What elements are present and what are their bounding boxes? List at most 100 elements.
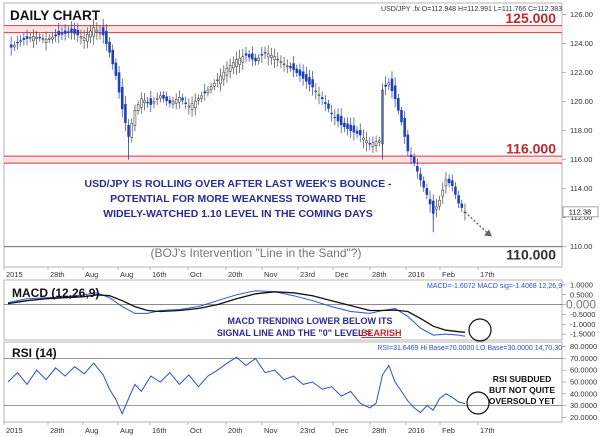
candle-body [266,53,270,58]
macd-y-tick-label: 0.5000 [570,290,593,299]
candle-body [435,206,438,210]
candle-body [282,63,286,66]
candle-body [368,143,372,145]
candle-body [454,186,457,195]
candle-body [82,37,86,42]
price-candles [9,18,467,233]
candle-body [143,100,146,104]
candle-body [159,95,162,99]
rsi-annotation-line-3: OVERSOLD YET [489,396,556,406]
candle-body [406,134,410,152]
candle-body [301,71,305,79]
macd-y-tick-label: 0.000 [566,298,596,312]
price-x-tick-label: 20th [228,270,243,279]
candle-body [219,75,222,85]
rsi-y-axis: 80.0000 70.0000 60.0000 50.0000 40.0000 30.00… [562,342,597,422]
price-levels: 125.000 116.000 110.000 [4,10,562,263]
rsi-lines [7,356,466,416]
rsi-y-tick-label: 30.0000 [570,401,597,410]
candle-body [101,27,105,36]
candle-body [146,101,149,104]
candle-body [314,90,318,93]
rsi-y-tick-label: 60.0000 [570,366,597,375]
price-y-tick-label: 116.00 [570,155,592,164]
annotation-line-2: POTENTIAL FOR MORE WEAKNESS TOWARD THE [110,193,366,205]
candle-body [422,180,425,188]
candle-body [371,142,375,147]
candle-body [165,96,168,101]
rsi-y-tick-label: 80.0000 [570,342,597,351]
bottom-x-tick-label: Dec [335,426,349,435]
candle-body [162,94,165,99]
candle-body [279,61,283,63]
candle-body [419,173,422,181]
candle-body [139,98,143,108]
candle-body [32,36,35,42]
annotation-line-3: WIDELY-WATCHED 1.10 LEVEL IN THE COMING … [103,208,373,220]
candle-body [412,156,416,163]
candle-body [13,44,16,48]
candle-body [127,125,130,137]
candle-body [450,180,454,187]
price-x-tick-label: Nov [264,270,278,279]
candle-body [190,103,194,110]
candle-body [324,102,327,104]
candle-body [339,116,343,126]
candle-body [244,53,248,56]
candle-body [273,56,276,61]
symbol-readout: USD/JPY .fx O=112.948 H=112.991 L=111.76… [381,6,562,13]
candle-body [346,123,349,130]
candle-body [67,31,70,34]
macd-y-tick-label: -0.5000 [570,310,595,319]
candle-body [263,52,267,54]
level-label: 116.000 [506,141,556,157]
bottom-x-tick-label: Aug [120,426,133,435]
price-x-tick-label: Feb [442,270,455,279]
macd-annotation-bearish: BEARISH [361,328,402,338]
macd-annotation-line-2: SIGNAL LINE AND THE "0" LEVEL = [217,328,371,338]
candle-body [63,30,67,34]
candle-body [76,29,80,36]
price-x-axis: 2015 28th Aug Aug 16th Oct 20th Nov 23rd Dec 28th 2… [3,267,495,279]
bottom-x-axis: 2015 28th Aug Aug 16th Oct 20th Nov 23rd Dec 28th 2… [3,422,495,435]
candle-body [197,98,200,101]
candle-body [212,82,216,87]
price-y-tick-label: 122.00 [570,68,593,77]
candle-body [171,100,175,105]
candle-body [238,57,241,65]
bottom-x-tick-label: 16th [152,426,167,435]
candle-body [444,179,448,187]
candle-body [120,86,124,110]
macd-signal-line [7,291,466,333]
candle-body [292,63,295,71]
rsi-panel: 80.0000 70.0000 60.0000 50.0000 40.0000 30.00… [3,341,597,435]
macd-y-tick-label: -1.5000 [570,330,595,339]
bottom-x-tick-label: Aug [85,426,98,435]
candle-body [187,105,191,108]
candle-body [181,97,184,101]
candle-body [295,68,299,73]
rsi-line [7,356,466,416]
price-y-tick-label: 118.00 [570,126,592,135]
price-y-tick-label: 126.00 [570,10,593,19]
rsi-y-tick-label: 20.0000 [570,413,597,422]
candle-body [184,102,187,104]
candle-body [98,32,102,34]
candle-body [16,41,19,44]
candle-body [54,34,57,37]
bottom-x-tick-label: 2016 [408,426,425,435]
candle-body [206,89,210,94]
candle-body [447,178,451,184]
macd-readout: MACD=-1.6072 MACD sig=-1.4068 12,26,9 [427,283,562,290]
price-x-tick-label: Aug [120,270,133,279]
rsi-title: RSI (14) [12,346,57,360]
macd-line [7,290,466,337]
macd-y-tick-label: -1.0000 [570,320,595,329]
candle-body [355,130,359,134]
candle-body [133,110,137,126]
candle-body [343,122,346,128]
